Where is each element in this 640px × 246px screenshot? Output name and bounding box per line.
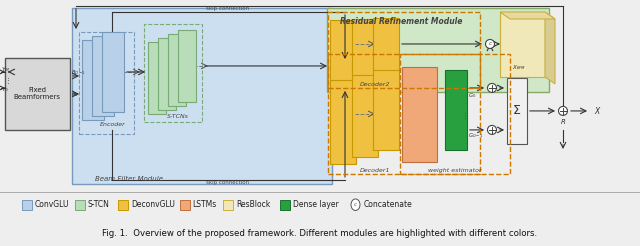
Text: $X$: $X$ (594, 106, 602, 116)
Text: $G_{D-1}$: $G_{D-1}$ (468, 131, 483, 140)
Text: Concatenate: Concatenate (364, 200, 412, 209)
Text: $B_0$: $B_0$ (71, 90, 79, 99)
Bar (5, 58, 70, 130)
Text: ⋮: ⋮ (5, 77, 12, 83)
Bar (402, 67, 437, 162)
Bar (92, 36, 114, 116)
Bar (22, 200, 32, 210)
Text: Beam Filter Module: Beam Filter Module (95, 176, 163, 182)
Bar (178, 30, 196, 102)
Text: Fig. 1.  Overview of the proposed framework. Different modules are highlighted w: Fig. 1. Overview of the proposed framewo… (102, 229, 538, 238)
Text: skip connection: skip connection (207, 6, 250, 11)
Bar (158, 38, 176, 110)
Bar (79, 32, 134, 134)
Text: $Y_0$: $Y_0$ (1, 86, 9, 94)
Bar (330, 20, 356, 80)
Bar (280, 200, 290, 210)
Bar (328, 54, 480, 174)
Text: Decoder1: Decoder1 (360, 168, 390, 173)
Text: Decoder2: Decoder2 (360, 82, 390, 87)
Text: $R$: $R$ (560, 117, 566, 126)
Circle shape (559, 107, 568, 115)
Bar (400, 54, 510, 174)
Text: LSTMs: LSTMs (193, 200, 217, 209)
Text: c: c (354, 202, 357, 207)
Bar (74, 200, 84, 210)
Text: Encoder: Encoder (100, 122, 126, 127)
Bar (144, 24, 202, 122)
Text: Dense layer: Dense layer (293, 200, 339, 209)
Bar (352, 62, 378, 157)
Polygon shape (500, 12, 555, 19)
Bar (507, 78, 527, 144)
Text: $\Sigma$: $\Sigma$ (513, 105, 522, 117)
Bar (118, 200, 128, 210)
Circle shape (486, 39, 495, 48)
Text: Residual Refinement Module: Residual Refinement Module (340, 17, 462, 26)
Bar (500, 12, 545, 77)
Text: $G_0$: $G_0$ (468, 91, 476, 100)
Text: S-TCN: S-TCN (88, 200, 109, 209)
Bar (327, 8, 549, 92)
Bar (328, 12, 480, 88)
Bar (82, 40, 104, 120)
Text: ConvGLU: ConvGLU (35, 200, 70, 209)
Text: $X_{BFM}$: $X_{BFM}$ (512, 63, 526, 72)
Circle shape (488, 83, 497, 92)
Bar (179, 200, 189, 210)
Bar (373, 60, 399, 150)
Text: ⋮: ⋮ (461, 112, 468, 118)
Text: ResBlock: ResBlock (236, 200, 270, 209)
Polygon shape (545, 12, 555, 84)
Bar (352, 19, 378, 75)
Text: $B_{D-1}$: $B_{D-1}$ (71, 68, 86, 77)
Text: S-TCNs: S-TCNs (167, 114, 189, 119)
Bar (72, 8, 332, 184)
Bar (330, 64, 356, 164)
Text: weight estimator: weight estimator (428, 168, 482, 173)
Text: skip connection: skip connection (207, 180, 250, 185)
Bar (148, 42, 166, 114)
Text: Fixed
Beamformers: Fixed Beamformers (13, 87, 61, 100)
Bar (445, 70, 467, 150)
Text: $Y_M$: $Y_M$ (1, 65, 10, 74)
Bar (223, 200, 233, 210)
Bar (168, 34, 186, 106)
Text: DeconvGLU: DeconvGLU (131, 200, 175, 209)
Circle shape (351, 199, 360, 211)
Text: c: c (488, 42, 492, 46)
Bar (373, 18, 399, 70)
Circle shape (488, 125, 497, 134)
Bar (102, 32, 124, 112)
